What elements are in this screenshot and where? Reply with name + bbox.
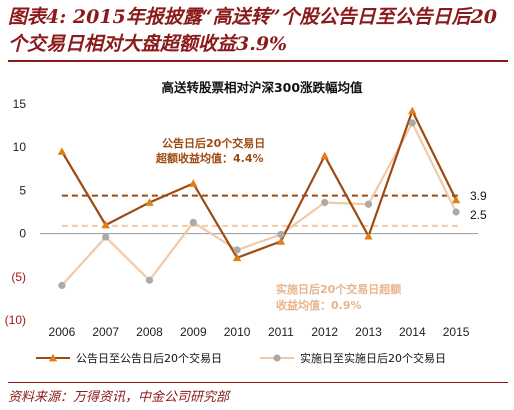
- x-tick-label-2007: 2007: [92, 325, 119, 339]
- series1-end-label: 3.9: [470, 189, 487, 203]
- series1-point-2007: [101, 220, 110, 229]
- x-axis-ticks: 2006 2007 2008 2009 2010 2011 2012 2013 2014 2015: [49, 325, 470, 339]
- series1-point-2011: [276, 237, 286, 245]
- series1-point-2012: [320, 151, 329, 160]
- series1-point-2014: [408, 106, 417, 115]
- series2-point-2015: [452, 208, 460, 216]
- legend-series1-label: 公告日至公告日后20个交易日: [76, 351, 222, 365]
- series2-point-2007: [102, 233, 110, 241]
- series1-point-2009: [189, 179, 198, 187]
- line-chart: 高送转股票相对沪深300涨跌幅均值 15 10 5 0 (5) (10) 2006 2007…: [5, 80, 487, 365]
- x-tick-label-2013: 2013: [355, 325, 382, 339]
- series1-point-2008: [145, 198, 154, 206]
- series2-point-2013: [364, 200, 373, 208]
- legend-series2-marker: [273, 354, 281, 362]
- series2-point-2008: [145, 276, 154, 284]
- series-lines: [60, 108, 458, 287]
- series2-mean-label-line1: 实施日后20个交易日超额: [276, 282, 401, 296]
- x-tick-label-2011: 2011: [268, 325, 294, 339]
- series1-mean-label-line1: 公告日后20个交易日: [162, 136, 265, 150]
- x-tick-label-2009: 2009: [180, 325, 207, 339]
- y-tick-label-0: 15: [13, 97, 27, 111]
- annotations: 公告日后20个交易日 超额收益均值：4.4% 实施日后20个交易日超额 收益均值…: [155, 136, 487, 312]
- source-rule: [8, 382, 508, 383]
- y-axis-ticks: 15 10 5 0 (5) (10): [5, 97, 27, 327]
- series1-mean-label-line2: 超额收益均值：4.4%: [155, 151, 264, 165]
- series2-point-2006: [58, 281, 66, 290]
- x-tick-label-2008: 2008: [136, 325, 163, 339]
- series1-point-2006: [57, 147, 67, 155]
- chart-title: 高送转股票相对沪深300涨跌幅均值: [161, 80, 363, 95]
- source-note: 资料来源：万得资讯，中金公司研究部: [8, 390, 230, 405]
- series1-point-2015: [451, 195, 461, 204]
- series2-point-2012: [321, 198, 329, 207]
- x-tick-label-2010: 2010: [224, 325, 251, 339]
- y-tick-label-3: 0: [19, 227, 26, 241]
- figure-title: 图表4: 2015年报披露“高送转”个股公告日至公告日后20个交易日相对大盘超额…: [8, 6, 498, 55]
- series2-line: [61, 120, 458, 287]
- title-rule: [8, 60, 508, 62]
- legend-series2-label: 实施日至实施日后20个交易日: [300, 351, 446, 365]
- series2-end-label: 2.5: [470, 208, 487, 222]
- series1-point-2013: [364, 231, 373, 240]
- series2-mean-label-line2: 收益均值：0.9%: [276, 298, 362, 312]
- series-markers: [57, 106, 461, 290]
- x-tick-label-2014: 2014: [399, 325, 426, 339]
- x-tick-label-2006: 2006: [49, 325, 76, 339]
- series1-line: [60, 108, 458, 260]
- y-tick-label-2: 5: [19, 183, 26, 197]
- series2-point-2010: [233, 246, 241, 254]
- series2-point-2014: [408, 119, 416, 127]
- y-tick-label-5: (10): [5, 313, 26, 327]
- legend: 公告日至公告日后20个交易日 实施日至实施日后20个交易日: [36, 351, 446, 365]
- series2-point-2011: [277, 230, 285, 239]
- series1-point-2010: [232, 253, 242, 262]
- x-tick-label-2015: 2015: [443, 325, 470, 339]
- legend-series1-marker: [48, 353, 58, 362]
- x-tick-label-2012: 2012: [311, 325, 338, 339]
- series2-point-2009: [189, 218, 197, 226]
- y-tick-label-4: (5): [11, 270, 26, 284]
- y-tick-label-1: 10: [13, 140, 27, 154]
